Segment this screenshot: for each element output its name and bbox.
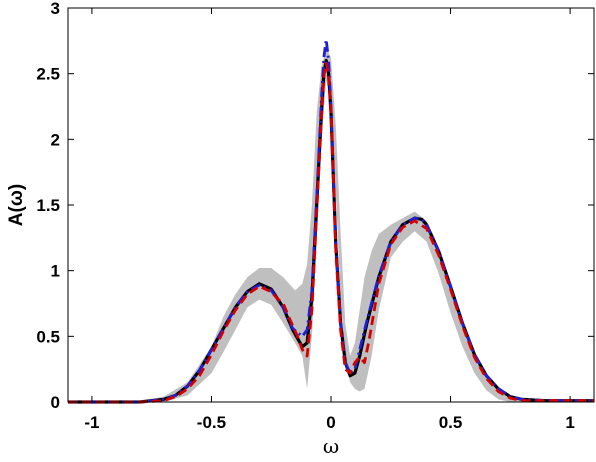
y-tick-label: 2.5 <box>36 65 60 84</box>
x-tick-label: 1 <box>565 413 574 432</box>
x-axis-label: ω <box>323 434 339 458</box>
y-tick-label: 1 <box>51 262 60 281</box>
y-axis: 0 0.5 1 1.5 2 2.5 3 <box>36 0 594 412</box>
x-tick-label: -1 <box>84 413 99 432</box>
y-tick-label: 1.5 <box>36 196 60 215</box>
x-tick-label: -0.5 <box>197 413 226 432</box>
series-line-2 <box>68 61 594 404</box>
y-tick-label: 0.5 <box>36 327 60 346</box>
y-tick-label: 0 <box>51 393 60 412</box>
series-layer <box>68 38 594 404</box>
x-tick-label: 0 <box>326 413 335 432</box>
x-tick-label: 0.5 <box>439 413 463 432</box>
series-line-3 <box>68 38 594 404</box>
y-axis-label: A(ω) <box>6 184 27 226</box>
y-tick-label: 2 <box>51 130 60 149</box>
x-axis: -1 -0.5 0 0.5 1 <box>84 8 575 432</box>
y-tick-label: 3 <box>51 0 60 18</box>
